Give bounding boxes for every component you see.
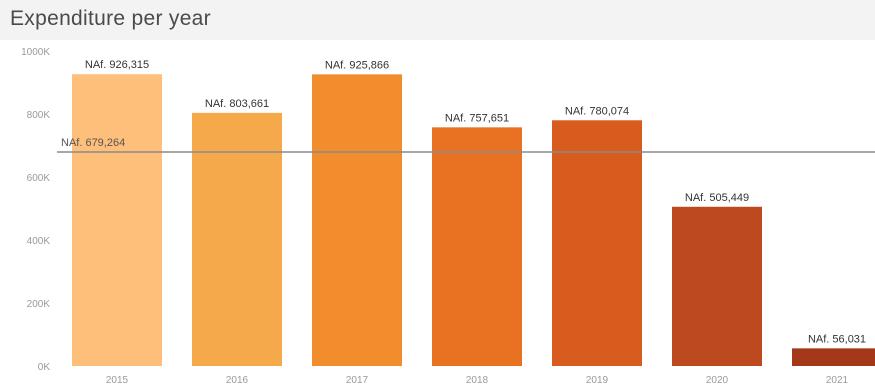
y-tick-label: 200K <box>27 299 51 310</box>
y-tick-label: 1000K <box>21 47 50 58</box>
data-label: NAf. 56,031 <box>808 333 866 345</box>
bar-2015[interactable] <box>72 74 162 366</box>
bar-2021[interactable] <box>792 348 875 366</box>
y-tick-label: 400K <box>27 236 51 247</box>
x-tick-label: 2017 <box>346 375 369 386</box>
data-label: NAf. 803,661 <box>205 98 269 110</box>
bar-2016[interactable] <box>192 112 282 366</box>
chart-title: Expenditure per year <box>10 7 211 30</box>
bar-2020[interactable] <box>672 206 762 366</box>
x-tick-label: 2019 <box>586 375 609 386</box>
y-tick-label: 600K <box>27 173 51 184</box>
x-tick-label: 2021 <box>826 375 849 386</box>
bar-2018[interactable] <box>432 127 522 366</box>
bar-2019[interactable] <box>552 120 642 366</box>
bar-2017[interactable] <box>312 74 402 367</box>
y-tick-label: 800K <box>27 110 51 121</box>
x-tick-label: 2020 <box>706 375 729 386</box>
x-tick-label: 2015 <box>106 375 129 386</box>
data-label: NAf. 926,315 <box>85 59 149 71</box>
x-tick-label: 2018 <box>466 375 489 386</box>
data-label: NAf. 505,449 <box>685 192 749 204</box>
data-label: NAf. 780,074 <box>565 105 629 117</box>
data-label: NAf. 925,866 <box>325 59 389 71</box>
data-label: NAf. 757,651 <box>445 112 509 124</box>
x-tick-label: 2016 <box>226 375 249 386</box>
title-bar: Expenditure per year <box>0 0 875 40</box>
y-tick-label: 0K <box>38 362 51 373</box>
reference-line-label: NAf. 679,264 <box>61 137 125 149</box>
